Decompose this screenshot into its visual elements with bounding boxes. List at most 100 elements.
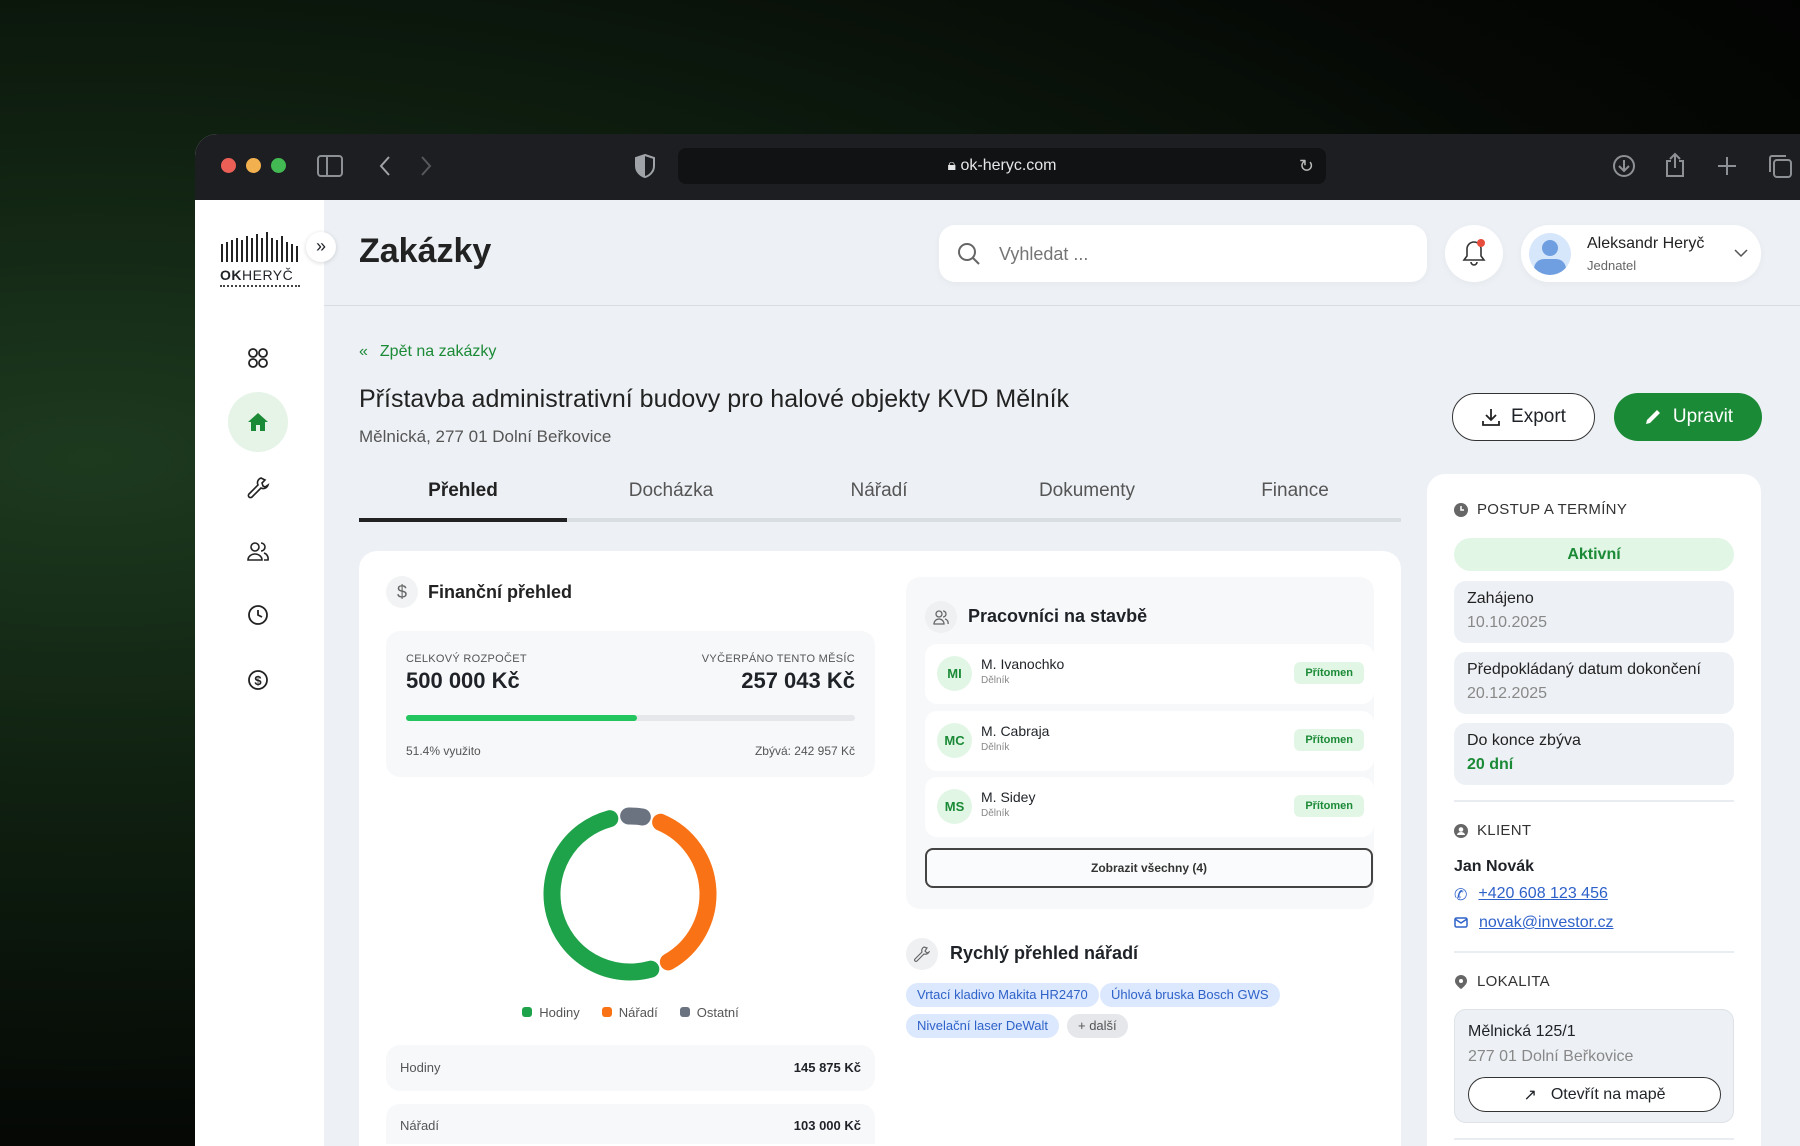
wrench-icon [906,938,938,970]
expand-sidebar-button[interactable]: » [306,232,336,262]
worker-role: Dělník [981,675,1010,686]
client-phone[interactable]: ✆ +420 608 123 456 [1454,885,1608,905]
edit-label: Upravit [1672,406,1734,427]
budget-progress-fill [406,715,637,721]
client-email[interactable]: novak@investor.cz [1454,914,1614,932]
active-tab-indicator [359,518,567,522]
new-tab-icon[interactable] [1716,155,1738,177]
sidebar-item-tools[interactable] [228,457,288,517]
share-icon[interactable] [1664,152,1686,178]
started-box: Zahájeno 10.10.2025 [1454,581,1734,643]
minimize-window-button[interactable] [246,158,261,173]
donut-slice-ostatni [620,807,651,826]
user-role: Jednatel [1587,258,1637,273]
edit-button[interactable]: Upravit [1614,393,1762,441]
back-icon[interactable] [378,155,392,177]
download-icon[interactable] [1612,154,1636,178]
tool-chip[interactable]: Úhlová bruska Bosch GWS [1100,983,1280,1007]
location-street: Mělnická 125/1 [1468,1023,1576,1040]
worker-name: M. Cabraja [981,723,1050,739]
worker-row[interactable]: MS M. Sidey Dělník Přítomen [925,777,1374,837]
chevron-down-icon [1734,249,1748,258]
sidebar-item-home[interactable] [228,392,288,452]
tabs-overview-icon[interactable] [1767,153,1793,179]
worker-row[interactable]: MC M. Cabraja Dělník Přítomen [925,711,1374,771]
mail-icon [1454,917,1468,928]
map-pin-icon [1455,974,1467,989]
export-button[interactable]: Export [1452,393,1595,441]
overview-card: $ Finanční přehled CELKOVÝ ROZPOČET 500 … [359,551,1401,1146]
status-badge: Přítomen [1294,795,1364,817]
avatar [1529,233,1571,275]
notifications-button[interactable] [1445,225,1503,282]
tab-dokumenty[interactable]: Dokumenty [1038,480,1136,501]
email-link[interactable]: novak@investor.cz [1479,914,1614,931]
tab-dochazka[interactable]: Docházka [628,480,714,501]
sidebar-item-finance[interactable]: $ [228,650,288,710]
budget-label: CELKOVÝ ROZPOČET [406,653,527,665]
more-tools-chip[interactable]: + další [1067,1014,1128,1038]
location-box: Mělnická 125/1 277 01 Dolní Beřkovice ↗ O… [1454,1009,1734,1123]
cost-row-hodiny: Hodiny 145 875 Kč [386,1045,875,1091]
header-divider [324,305,1800,306]
location-city: 277 01 Dolní Beřkovice [1468,1048,1634,1065]
sidebar-item-workers[interactable] [228,521,288,581]
avatar: MC [937,723,972,758]
tool-chip[interactable]: Vrtací kladivo Makita HR2470 [906,983,1099,1007]
export-label: Export [1511,406,1566,427]
location-heading: LOKALITA [1454,973,1550,990]
phone-link[interactable]: +420 608 123 456 [1478,885,1608,902]
grid-icon [248,348,268,368]
logo-bars-icon [221,232,298,262]
clock-icon [1454,502,1468,517]
workers-panel: Pracovníci na stavbě MI M. Ivanochko Dělní… [906,577,1374,909]
tab-finance[interactable]: Finance [1261,480,1329,501]
address-bar[interactable]: 🔒︎ ok-heryc.com ↻ [678,148,1326,184]
tab-prehled[interactable]: Přehled [428,480,498,501]
user-menu[interactable]: Aleksandr Heryč Jednatel [1521,225,1761,282]
worker-role: Dělník [981,808,1010,819]
pencil-icon [1645,410,1660,424]
open-map-button[interactable]: ↗ Otevřít na mapě [1468,1077,1721,1112]
main-content: Zakázky Aleksandr Heryč Jednatel « Zpět n… [324,200,1800,1146]
project-title: Přístavba administrativní budovy pro hal… [359,385,1070,413]
close-window-button[interactable] [221,158,236,173]
legend-item-hodiny: Hodiny [522,1005,580,1020]
remaining-box: Do konce zbýva 20 dní [1454,723,1734,785]
reload-icon[interactable]: ↻ [1298,156,1314,176]
clock-icon [248,605,268,625]
users-icon [925,601,957,633]
show-all-workers-button[interactable]: Zobrazit všechny (4) [925,848,1373,888]
tab-naradi[interactable]: Nářadí [850,480,908,501]
budget-value: 500 000 Kč [406,668,520,693]
sidebar-toggle-icon[interactable] [317,155,343,177]
sidebar-item-dashboard[interactable] [228,328,288,388]
shield-icon[interactable] [635,154,655,178]
due-box: Předpokládaný datum dokončení 20.12.2025 [1454,652,1734,714]
tool-chip[interactable]: Nivelační laser DeWalt [906,1014,1060,1038]
remaining-text: Zbývá: 242 957 Kč [754,744,855,758]
worker-name: M. Ivanochko [981,656,1065,672]
search-input[interactable] [999,239,1399,269]
avatar: MI [937,656,972,691]
client-heading: KLIENT [1454,822,1531,839]
search-field[interactable] [939,225,1427,282]
dollar-icon: $ [248,670,268,690]
forward-icon[interactable] [419,155,433,177]
lock-icon: 🔒︎ [947,157,961,174]
sidebar-item-attendance[interactable] [228,585,288,645]
worker-row[interactable]: MI M. Ivanochko Dělník Přítomen [925,644,1374,704]
spent-value: 257 043 Kč [741,668,855,693]
back-link[interactable]: « Zpět na zakázky [359,343,496,361]
browser-toolbar: 🔒︎ ok-heryc.com ↻ [195,134,1800,200]
workers-title: Pracovníci na stavbě [968,606,1148,626]
users-icon [247,542,269,561]
search-icon [958,243,980,265]
maximize-window-button[interactable] [271,158,286,173]
project-address: Mělnická, 277 01 Dolní Beřkovice [359,427,612,446]
bell-icon [1462,239,1486,266]
browser-window: 🔒︎ ok-heryc.com ↻ OKHERYČ » $ Zakázky [195,134,1800,1146]
user-circle-icon [1454,823,1468,838]
double-chevron-left-icon: « [359,343,368,360]
legend-item-naradi: Nářadí [601,1005,658,1020]
